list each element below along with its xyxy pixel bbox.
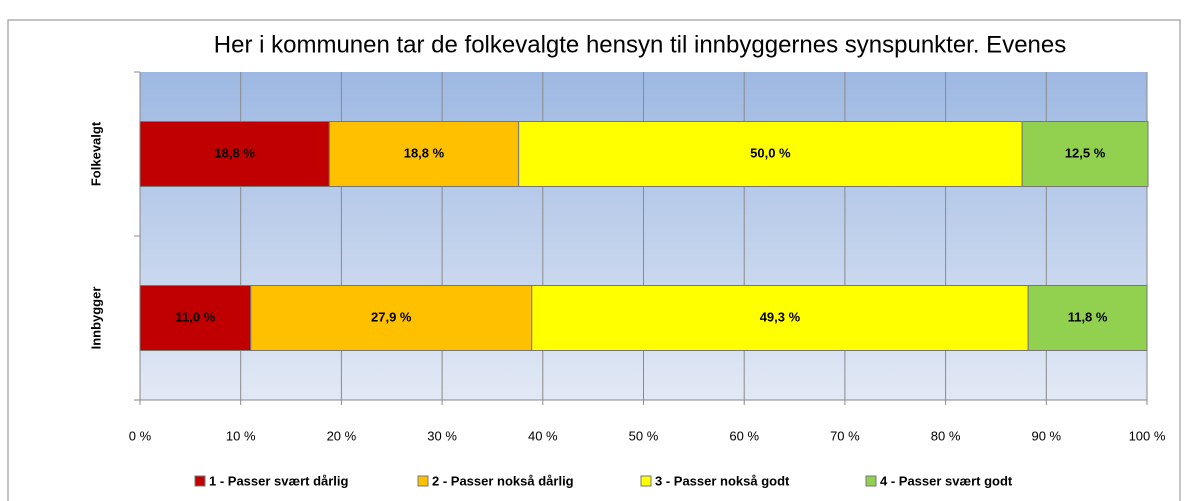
x-tick-label: 30 %	[427, 428, 457, 443]
x-tick-label: 80 %	[931, 428, 961, 443]
legend-swatch	[640, 475, 652, 487]
chart-title: Her i kommunen tar de folkevalgte hensyn…	[214, 31, 1066, 58]
value-label: 49,3 %	[760, 309, 801, 324]
legend-label: 4 - Passer svært godt	[880, 473, 1013, 488]
bar-segment	[531, 285, 1029, 351]
value-label: 50,0 %	[750, 145, 791, 160]
x-tick-label: 70 %	[830, 428, 860, 443]
value-label: 18,8 %	[404, 145, 445, 160]
legend-label: 2 - Passer nokså dårlig	[432, 473, 574, 488]
bar-segment	[518, 121, 1023, 187]
bar-segment	[1027, 285, 1148, 351]
y-tick-label: Innbygger	[88, 287, 103, 350]
x-tick-label: 90 %	[1031, 428, 1061, 443]
legend-swatch	[194, 475, 206, 487]
y-tick-label: Folkevalgt	[88, 121, 103, 186]
value-label: 11,8 %	[1068, 309, 1108, 324]
value-label: 18,8 %	[214, 145, 255, 160]
value-label: 12,5 %	[1065, 145, 1106, 160]
value-label: 11,0 %	[176, 309, 216, 324]
legend-swatch	[417, 475, 429, 487]
bar-segment	[1021, 121, 1149, 187]
legend-label: 1 - Passer svært dårlig	[209, 473, 349, 488]
x-tick-label: 50 %	[629, 428, 659, 443]
bar-segment	[139, 121, 330, 187]
legend-label: 3 - Passer nokså godt	[655, 473, 790, 488]
x-tick-label: 100 %	[1129, 428, 1166, 443]
x-tick-label: 20 %	[327, 428, 357, 443]
bar-segment	[139, 285, 252, 351]
legend-swatch	[865, 475, 877, 487]
x-tick-label: 0 %	[129, 428, 152, 443]
x-tick-label: 10 %	[226, 428, 256, 443]
value-label: 27,9 %	[371, 309, 412, 324]
bar-segment	[250, 285, 533, 351]
x-tick-label: 60 %	[729, 428, 759, 443]
bar-segment	[328, 121, 520, 187]
x-tick-label: 40 %	[528, 428, 558, 443]
